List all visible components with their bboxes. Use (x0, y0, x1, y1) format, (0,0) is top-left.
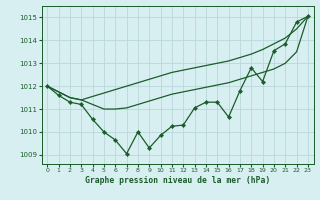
X-axis label: Graphe pression niveau de la mer (hPa): Graphe pression niveau de la mer (hPa) (85, 176, 270, 185)
